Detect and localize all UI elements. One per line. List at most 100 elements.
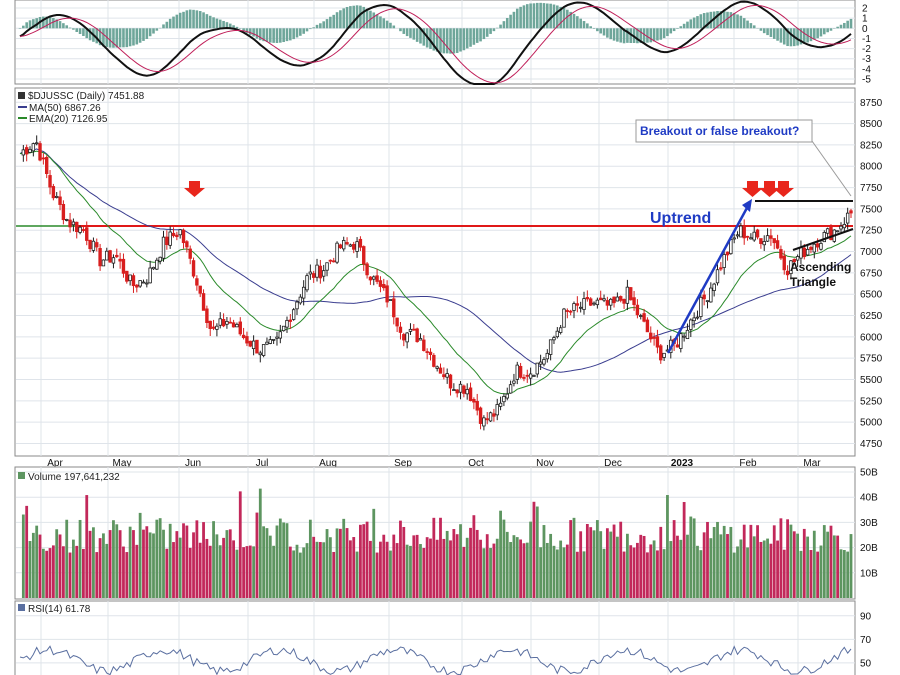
volume-bar xyxy=(572,517,576,598)
macd-bar xyxy=(302,28,305,34)
volume-bar xyxy=(275,525,279,598)
month-tick-label: 2023 xyxy=(671,458,694,469)
volume-bar xyxy=(636,542,639,598)
volume-bar xyxy=(41,548,45,598)
candle xyxy=(542,356,546,367)
volume-bar xyxy=(582,551,586,598)
volume-bar xyxy=(736,546,739,598)
macd-bar xyxy=(546,3,549,29)
month-tick-label: Nov xyxy=(536,458,554,469)
candle xyxy=(38,141,42,162)
candle xyxy=(408,323,413,336)
volume-bar xyxy=(485,534,489,598)
volume-bar xyxy=(682,502,686,598)
macd-bar xyxy=(519,6,522,29)
macd-bar xyxy=(716,10,719,29)
macd-bar xyxy=(692,17,696,29)
macd-bar xyxy=(732,13,736,29)
volume-bar xyxy=(732,552,736,598)
volume-bar xyxy=(549,533,553,598)
macd-bar xyxy=(68,27,72,29)
macd-bar xyxy=(335,12,339,29)
candle xyxy=(55,192,59,199)
rsi-label: RSI(14) 61.78 xyxy=(28,604,91,615)
candle xyxy=(685,323,690,340)
volume-bar xyxy=(238,491,242,598)
macd-bar xyxy=(796,28,799,46)
volume-bar xyxy=(288,546,292,598)
volume-bar xyxy=(555,549,559,598)
candle xyxy=(442,367,446,380)
candle xyxy=(191,257,196,279)
volume-bar xyxy=(232,540,235,598)
macd-bar xyxy=(202,12,205,29)
volume-bar xyxy=(605,528,609,598)
candle xyxy=(218,312,222,329)
candle xyxy=(512,373,516,387)
macd-bar xyxy=(305,28,309,32)
volume-bar xyxy=(502,519,506,598)
volume-bar xyxy=(569,520,573,598)
macd-bar xyxy=(769,28,773,37)
macd-bar xyxy=(629,28,633,43)
candle xyxy=(21,145,26,162)
macd-bar xyxy=(75,28,79,32)
macd-bar xyxy=(402,28,406,34)
candle xyxy=(321,264,326,282)
uptrend-label: Uptrend xyxy=(650,210,711,227)
volume-bar xyxy=(759,541,763,598)
macd-bar xyxy=(352,5,356,29)
volume-bar xyxy=(482,548,486,598)
macd-bar xyxy=(332,14,336,29)
candle xyxy=(809,245,813,254)
volume-bar xyxy=(48,548,52,598)
candle xyxy=(75,221,79,239)
macd-bar xyxy=(839,24,843,29)
candle xyxy=(689,318,693,338)
candle xyxy=(211,319,216,331)
volume-bar xyxy=(389,550,392,598)
price-tick-label: 5750 xyxy=(860,354,883,365)
macd-bar xyxy=(342,8,346,29)
macd-tick-label: 2 xyxy=(862,4,868,15)
volume-bar xyxy=(125,552,129,598)
triangle-label-1: Ascending xyxy=(790,260,851,274)
volume-bar xyxy=(68,552,72,598)
macd-bar xyxy=(462,28,466,51)
candle xyxy=(265,337,269,346)
volume-bar xyxy=(706,521,709,598)
volume-bar xyxy=(198,542,202,598)
macd-bar xyxy=(182,11,185,29)
candle xyxy=(635,299,640,319)
macd-bar xyxy=(309,28,312,30)
macd-bar xyxy=(729,12,733,29)
volume-bar xyxy=(535,506,539,598)
macd-bar xyxy=(782,28,786,45)
macd-bar xyxy=(759,28,763,31)
month-tick-label: Mar xyxy=(803,458,821,469)
ma50-label: MA(50) 6867.26 xyxy=(29,103,101,114)
volume-bar xyxy=(796,533,800,598)
volume-bar xyxy=(335,528,339,598)
volume-bar xyxy=(282,522,286,598)
macd-bar xyxy=(272,28,275,43)
candle xyxy=(98,243,102,271)
macd-bar xyxy=(88,28,92,41)
macd-bar xyxy=(572,13,576,29)
macd-bar xyxy=(549,3,552,29)
candle xyxy=(595,297,600,309)
candle xyxy=(749,233,753,240)
volume-bar xyxy=(712,527,716,598)
candle xyxy=(745,235,750,241)
macd-bar xyxy=(659,28,663,40)
candle xyxy=(609,297,613,311)
volume-bar xyxy=(272,545,276,598)
macd-bar xyxy=(28,20,32,29)
volume-bar xyxy=(799,550,803,598)
volume-bar xyxy=(425,537,429,598)
macd-bar xyxy=(612,28,616,41)
candle xyxy=(582,291,586,315)
volume-bar xyxy=(629,545,633,598)
candle xyxy=(435,365,439,372)
volume-bar xyxy=(809,549,813,598)
